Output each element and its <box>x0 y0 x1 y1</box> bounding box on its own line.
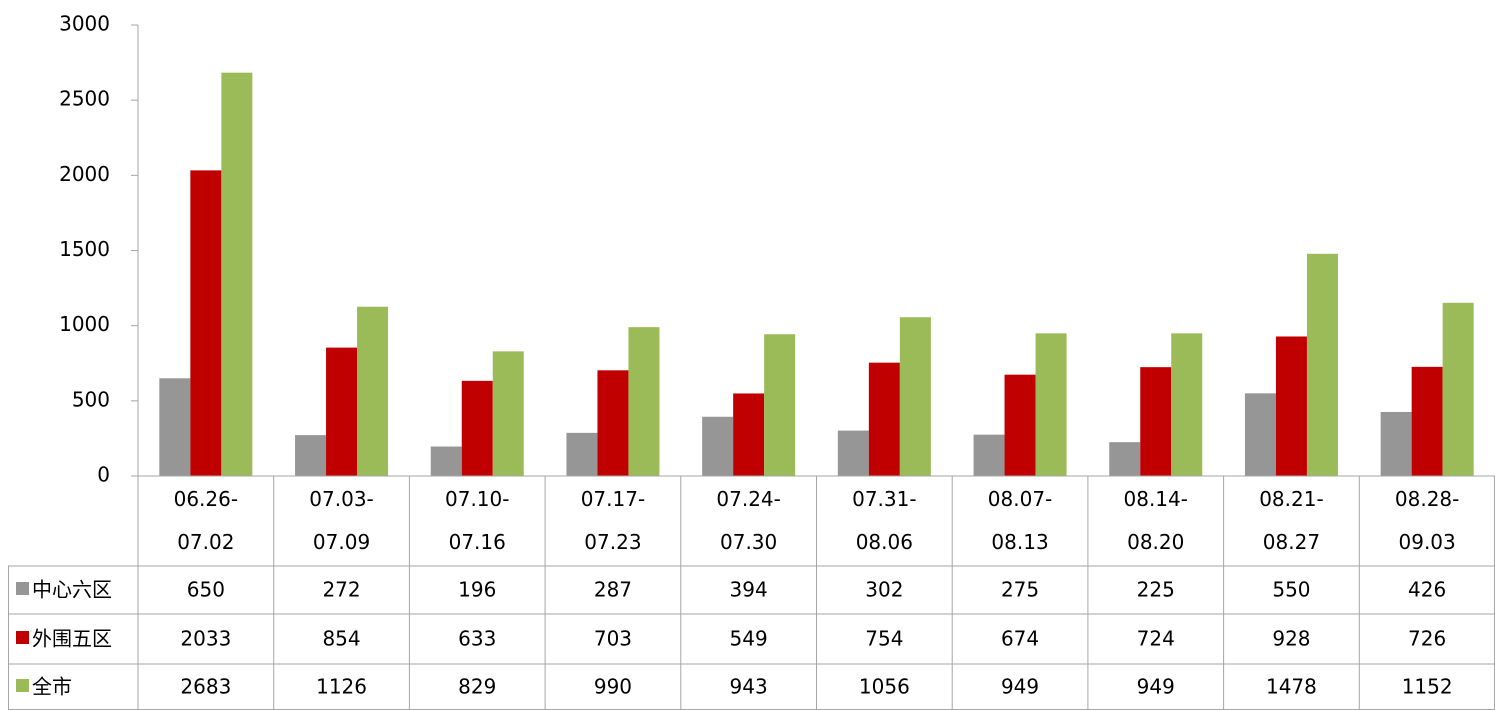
table-value: 550 <box>1272 578 1310 602</box>
table-value: 1478 <box>1266 675 1317 699</box>
table-value: 703 <box>594 627 632 651</box>
bar <box>1171 333 1203 476</box>
bar <box>295 435 327 476</box>
bar <box>1306 253 1338 476</box>
bar <box>764 334 796 476</box>
table-value: 990 <box>594 675 632 699</box>
table-value: 2033 <box>180 627 231 651</box>
bar <box>492 351 524 476</box>
bar <box>1380 411 1412 476</box>
x-tick-label: 07.03-07.09 <box>309 487 374 554</box>
table-value: 1152 <box>1402 675 1453 699</box>
table-value: 949 <box>1137 675 1175 699</box>
legend-swatch <box>16 582 29 595</box>
x-tick-label: 08.28-09.03 <box>1394 487 1460 554</box>
x-tick-label: 07.24-07.30 <box>716 487 781 554</box>
table-value: 196 <box>458 578 496 602</box>
y-tick-label: 0 <box>97 463 110 487</box>
bar <box>430 446 462 476</box>
table-value: 1126 <box>316 675 367 699</box>
table-value: 829 <box>458 675 496 699</box>
table-value: 650 <box>187 578 225 602</box>
bar <box>566 432 598 476</box>
bar <box>733 393 765 476</box>
bar <box>461 380 493 476</box>
bar <box>190 170 222 477</box>
x-tick-label: 07.17-07.23 <box>580 487 646 554</box>
table-value: 225 <box>1137 578 1175 602</box>
table-value: 949 <box>1001 675 1039 699</box>
bar <box>597 370 629 476</box>
x-tick-label: 08.07-08.13 <box>987 487 1053 554</box>
bar <box>159 378 191 476</box>
table-value: 2683 <box>180 675 231 699</box>
bar <box>1004 374 1036 476</box>
y-tick-label: 2000 <box>59 162 110 186</box>
table-value: 272 <box>322 578 360 602</box>
table-value: 287 <box>594 578 632 602</box>
bar <box>1442 302 1474 476</box>
legend-label: 全市 <box>32 675 72 699</box>
bar <box>868 362 900 476</box>
table-value: 633 <box>458 627 496 651</box>
table-value: 943 <box>730 675 768 699</box>
table-value: 549 <box>730 627 768 651</box>
y-tick-label: 2500 <box>59 87 110 111</box>
table-value: 275 <box>1001 578 1039 602</box>
bar <box>973 434 1005 476</box>
bar <box>357 306 389 476</box>
table-value: 674 <box>1001 627 1039 651</box>
y-tick-label: 1500 <box>59 237 110 261</box>
table-value: 854 <box>322 627 360 651</box>
x-tick-label: 07.10-07.16 <box>445 487 510 554</box>
table-value: 394 <box>730 578 768 602</box>
bar <box>1411 366 1443 476</box>
y-tick-label: 500 <box>72 387 110 411</box>
bar <box>1244 393 1276 476</box>
table-value: 726 <box>1408 627 1446 651</box>
x-tick-label: 07.31-08.06 <box>852 487 917 554</box>
table-value: 928 <box>1272 627 1310 651</box>
y-tick-label: 1000 <box>59 312 110 336</box>
bar <box>1035 333 1067 476</box>
table-value: 754 <box>865 627 903 651</box>
bar <box>1109 442 1141 476</box>
bar <box>221 72 253 476</box>
bar <box>899 317 931 476</box>
x-tick-label: 06.26-07.02 <box>173 487 239 554</box>
table-value: 426 <box>1408 578 1446 602</box>
table-value: 302 <box>865 578 903 602</box>
legend-label: 外围五区 <box>32 627 112 651</box>
bar <box>628 327 660 476</box>
bar <box>326 347 358 476</box>
y-tick-label: 3000 <box>59 12 110 36</box>
table-value: 1056 <box>859 675 910 699</box>
bar <box>1140 367 1172 476</box>
bar <box>702 416 734 476</box>
bar <box>1275 336 1307 476</box>
bar <box>837 430 869 476</box>
x-tick-label: 08.21-08.27 <box>1259 487 1324 554</box>
x-tick-label: 08.14-08.20 <box>1123 487 1188 554</box>
legend-label: 中心六区 <box>32 578 112 602</box>
legend-swatch <box>16 631 29 644</box>
legend-swatch <box>16 679 29 692</box>
table-value: 724 <box>1137 627 1175 651</box>
